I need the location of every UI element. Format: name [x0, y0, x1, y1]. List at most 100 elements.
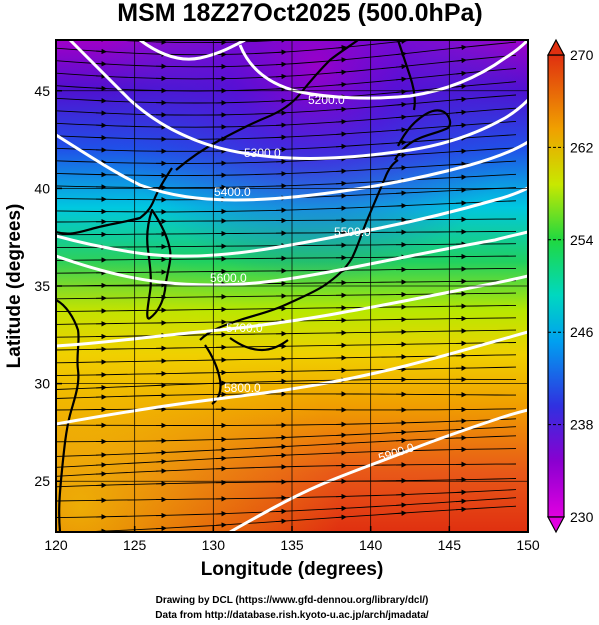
contour-5300: [68, 40, 528, 161]
streamline-arrow: [335, 514, 347, 520]
streamline-arrow: [455, 161, 467, 167]
y-tick-label: 45: [34, 83, 50, 99]
y-tick-label: 35: [34, 278, 50, 294]
streamline-arrow: [335, 440, 347, 447]
streamline-arrow: [275, 444, 287, 450]
x-tick-label: 135: [280, 537, 304, 553]
streamline-arrow: [395, 502, 407, 508]
y-tick-label: 40: [34, 180, 50, 196]
colorbar: 230 238 246 254 262 270: [547, 38, 594, 534]
contour-labels: 5200.0 5300.0 5400.0 5500.0 5600.0 5700.…: [210, 93, 416, 465]
streamline-arrow: [95, 61, 107, 67]
streamline-arrow: [395, 127, 407, 133]
streamline-arrow: [395, 101, 407, 108]
y-tick-label: 25: [34, 473, 50, 489]
streamline-arrow: [275, 518, 287, 524]
streamline-arrow: [215, 447, 227, 453]
colorbar-bottom-arrow: [547, 516, 565, 534]
russia-coastline: [175, 40, 359, 171]
streamline-arrow: [155, 458, 167, 465]
y-tick-label: 30: [34, 376, 50, 392]
contour-label-5500: 5500.0: [334, 225, 371, 239]
sakhalin-coastline: [396, 40, 416, 111]
credit-line-1: Drawing by DCL (https://www.gfd-dennou.o…: [156, 595, 429, 606]
colorbar-gradient: [547, 54, 565, 518]
streamline-arrow: [395, 89, 407, 95]
streamline-arrow: [155, 525, 167, 532]
streamline-arrow: [455, 148, 467, 154]
colorbar-tick-label: 246: [570, 324, 594, 340]
colorbar-tick-label: 238: [570, 417, 594, 433]
streamline-arrow: [455, 83, 467, 90]
contour-lines: [56, 40, 528, 532]
x-tick-label: 120: [44, 537, 68, 553]
streamline-arrow: [275, 49, 287, 55]
y-axis-ticks: 25 30 35 40 45: [34, 83, 62, 489]
streamline-arrow: [215, 455, 227, 462]
japan-coastline: [199, 109, 452, 405]
streamline-arrow: [95, 471, 107, 477]
streamline-arrow: [455, 109, 467, 116]
streamline-arrow: [215, 522, 227, 528]
x-tick-label: 140: [359, 537, 383, 553]
x-tick-label: 130: [202, 537, 226, 553]
y-axis-label: Latitude (degrees): [4, 204, 25, 369]
contour-label-5800: 5800.0: [224, 381, 261, 395]
contour-5200: [139, 40, 528, 100]
streamline-arrow: [395, 510, 407, 516]
contour-5400: [56, 133, 528, 202]
streamline-arrow: [455, 70, 467, 77]
contour-5700: [56, 274, 528, 348]
x-axis-label: Longitude (degrees): [201, 559, 384, 580]
streamline-arrow: [396, 28, 406, 29]
streamline-arrow: [335, 69, 347, 75]
credit-line-2: Data from http://database.rish.kyoto-u.a…: [155, 610, 429, 621]
streamline-arrow: [275, 73, 287, 80]
contour-5600: [56, 230, 528, 287]
x-axis-ticks: 120 125 130 135 140 145 150: [44, 526, 540, 553]
streamline-arrow: [275, 98, 287, 104]
contour-label-5200: 5200.0: [308, 93, 345, 107]
streamline-arrow: [335, 505, 347, 512]
x-tick-label: 150: [516, 537, 540, 553]
streamline-arrow: [395, 165, 407, 171]
streamline-arrow: [335, 168, 347, 174]
contour-label-5600: 5600.0: [210, 271, 247, 285]
streamline-arrow: [395, 63, 407, 70]
colorbar-tick-label: 262: [570, 139, 594, 155]
streamline-arrow: [335, 81, 347, 88]
chart-title: MSM 18Z27Oct2025 (500.0hPa): [117, 0, 482, 27]
streamline-arrow: [335, 44, 347, 51]
contour-label-5700: 5700.0: [226, 321, 263, 335]
colorbar-tick-label: 254: [570, 232, 594, 248]
streamline-arrow: [395, 114, 407, 120]
colorbar-top-arrow: [547, 38, 565, 56]
streamline-arrow: [335, 119, 347, 125]
streamline-arrow: [455, 57, 467, 64]
streamline-arrow: [95, 462, 107, 468]
streamline-arrow: [335, 106, 347, 113]
colorbar-tick-label: 270: [570, 47, 594, 63]
streamline-arrow: [275, 61, 287, 68]
streamline-arrow: [395, 76, 407, 82]
colorbar-ticks: 230 238 246 254 262 270: [548, 47, 594, 525]
coastlines: [56, 40, 452, 532]
contour-5900: [229, 408, 528, 532]
wind-streamlines: [56, 28, 517, 532]
plot-area: [56, 28, 528, 532]
streamline-arrow: [95, 48, 107, 55]
x-tick-label: 145: [438, 537, 462, 553]
streamline-arrow: [456, 34, 466, 35]
contour-5500: [56, 186, 528, 258]
contour-label-5300: 5300.0: [244, 146, 281, 160]
x-tick-label: 125: [123, 537, 147, 553]
streamline-arrow: [455, 498, 467, 504]
streamline-arrow: [455, 506, 467, 513]
contour-label-5400: 5400.0: [214, 185, 251, 199]
streamline-arrow: [455, 96, 467, 103]
streamline-arrow: [455, 44, 467, 51]
colorbar-tick-label: 230: [570, 509, 594, 525]
streamline-arrow: [455, 174, 467, 180]
streamline-arrow: [336, 35, 346, 36]
